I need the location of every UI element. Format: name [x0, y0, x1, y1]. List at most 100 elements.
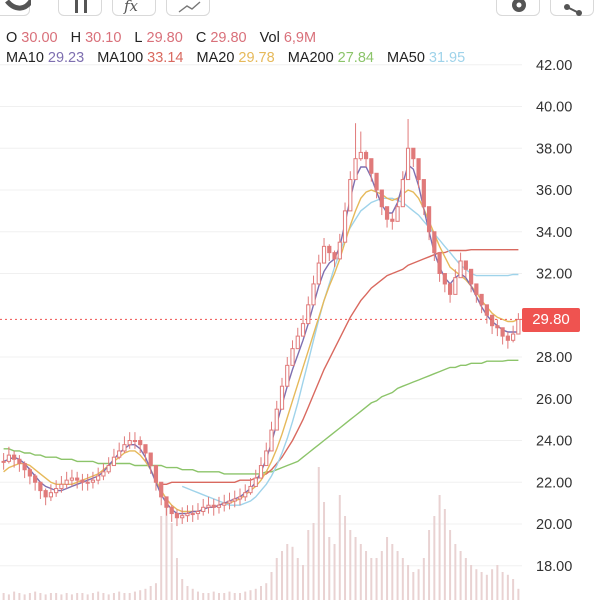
volume-bar [107, 594, 110, 600]
ma-legend: MA10 29.23 MA100 33.14 MA20 29.78 MA200 27.8… [6, 50, 474, 66]
volume-bar [18, 593, 21, 600]
candle-body [437, 252, 442, 274]
ohlc-legend: O 30.00 H 30.10 L 29.80 C 29.80 Vol 6,9M [6, 30, 325, 46]
candle-body [500, 327, 505, 337]
volume-bar [443, 509, 446, 600]
volume-bar [370, 558, 373, 600]
candle-body [169, 506, 174, 515]
candle-body [290, 348, 295, 366]
candle-body [511, 333, 516, 341]
candle-body [285, 364, 290, 387]
volume-bar [480, 572, 483, 600]
open-value: 30.00 [21, 30, 58, 46]
volume-bar [401, 558, 404, 600]
volume-bar [212, 591, 215, 600]
ma50-line [181, 197, 519, 506]
volume-bar [181, 579, 184, 600]
volume-bar [449, 530, 452, 600]
y-tick-label: 42.00 [536, 58, 572, 74]
candle-body [332, 252, 337, 260]
candle-body [190, 513, 195, 516]
candle-body [96, 475, 101, 481]
volume-bar [28, 593, 31, 600]
candle-body [201, 506, 206, 512]
volume-bar [34, 591, 37, 600]
volume-bar [428, 530, 431, 600]
ma50-label: MA50 [387, 50, 425, 66]
drawing-icon[interactable] [166, 0, 210, 16]
volume-bar [7, 594, 10, 600]
volume-bar [23, 594, 26, 600]
candle-body [269, 429, 274, 452]
candle-body [127, 440, 132, 446]
y-tick-label: 28.00 [536, 350, 572, 366]
volume-bar [438, 495, 441, 600]
volume-bar [44, 594, 47, 600]
volume-bar [13, 591, 16, 600]
candle-body [122, 444, 127, 452]
volume-bar [506, 574, 509, 600]
y-tick-label: 38.00 [536, 141, 572, 157]
candle-body [411, 147, 416, 160]
volume-bar [149, 586, 152, 600]
volume-bar [175, 558, 178, 600]
volume-label: Vol [259, 30, 280, 46]
y-tick-label: 32.00 [536, 267, 572, 283]
candle-body [75, 477, 80, 481]
volume-bar [144, 588, 147, 600]
volume-bar [70, 594, 73, 600]
candle-body [463, 260, 468, 270]
close-label: C [195, 30, 207, 46]
candle-body [222, 502, 227, 506]
candles-icon[interactable] [0, 0, 31, 16]
settings-icon[interactable] [496, 0, 540, 16]
volume-bar [291, 546, 294, 600]
volume-bar [317, 467, 320, 600]
candle-body [484, 304, 489, 316]
ma200-label: MA200 [287, 50, 334, 66]
volume-bar [191, 588, 194, 600]
fx-icon[interactable]: fx [112, 0, 156, 16]
ma10-value: 29.23 [47, 50, 85, 66]
y-tick-label: 18.00 [536, 559, 572, 575]
candle-body [33, 475, 38, 483]
candle-body [12, 454, 17, 460]
volume-bar [186, 586, 189, 600]
volume-bar [91, 593, 94, 600]
volume-bar [118, 591, 121, 600]
volume-bar [102, 593, 105, 600]
candle-body [316, 262, 321, 285]
candle-body [195, 510, 201, 515]
volume-bar [422, 558, 425, 600]
volume-bar [391, 544, 394, 600]
volume-bar [154, 583, 157, 600]
candle-body [516, 318, 521, 335]
candle-body [159, 481, 164, 498]
candle-body [138, 440, 143, 446]
candle-body [379, 189, 384, 208]
volume-bar [265, 583, 268, 600]
candle-body [232, 498, 237, 502]
candle-body [85, 481, 90, 484]
candle-body [80, 479, 85, 483]
volume-bar [517, 588, 520, 600]
share-icon[interactable] [550, 0, 594, 16]
indicators-icon[interactable] [58, 0, 102, 16]
candle-body [327, 245, 332, 254]
volume-bar [270, 572, 273, 600]
candle-body [432, 231, 437, 254]
candle-body [353, 158, 358, 181]
volume-bar [375, 558, 378, 600]
candle-body [469, 268, 474, 285]
candle-body [374, 172, 379, 191]
candle-body [458, 260, 463, 279]
volume-bar [459, 551, 462, 600]
volume-bar [512, 579, 515, 600]
volume-bar [296, 558, 299, 600]
candle-body [405, 147, 411, 181]
volume-bar [202, 593, 205, 600]
candle-body [400, 179, 405, 208]
y-tick-label: 22.00 [536, 475, 572, 491]
ma200-line [3, 359, 519, 475]
